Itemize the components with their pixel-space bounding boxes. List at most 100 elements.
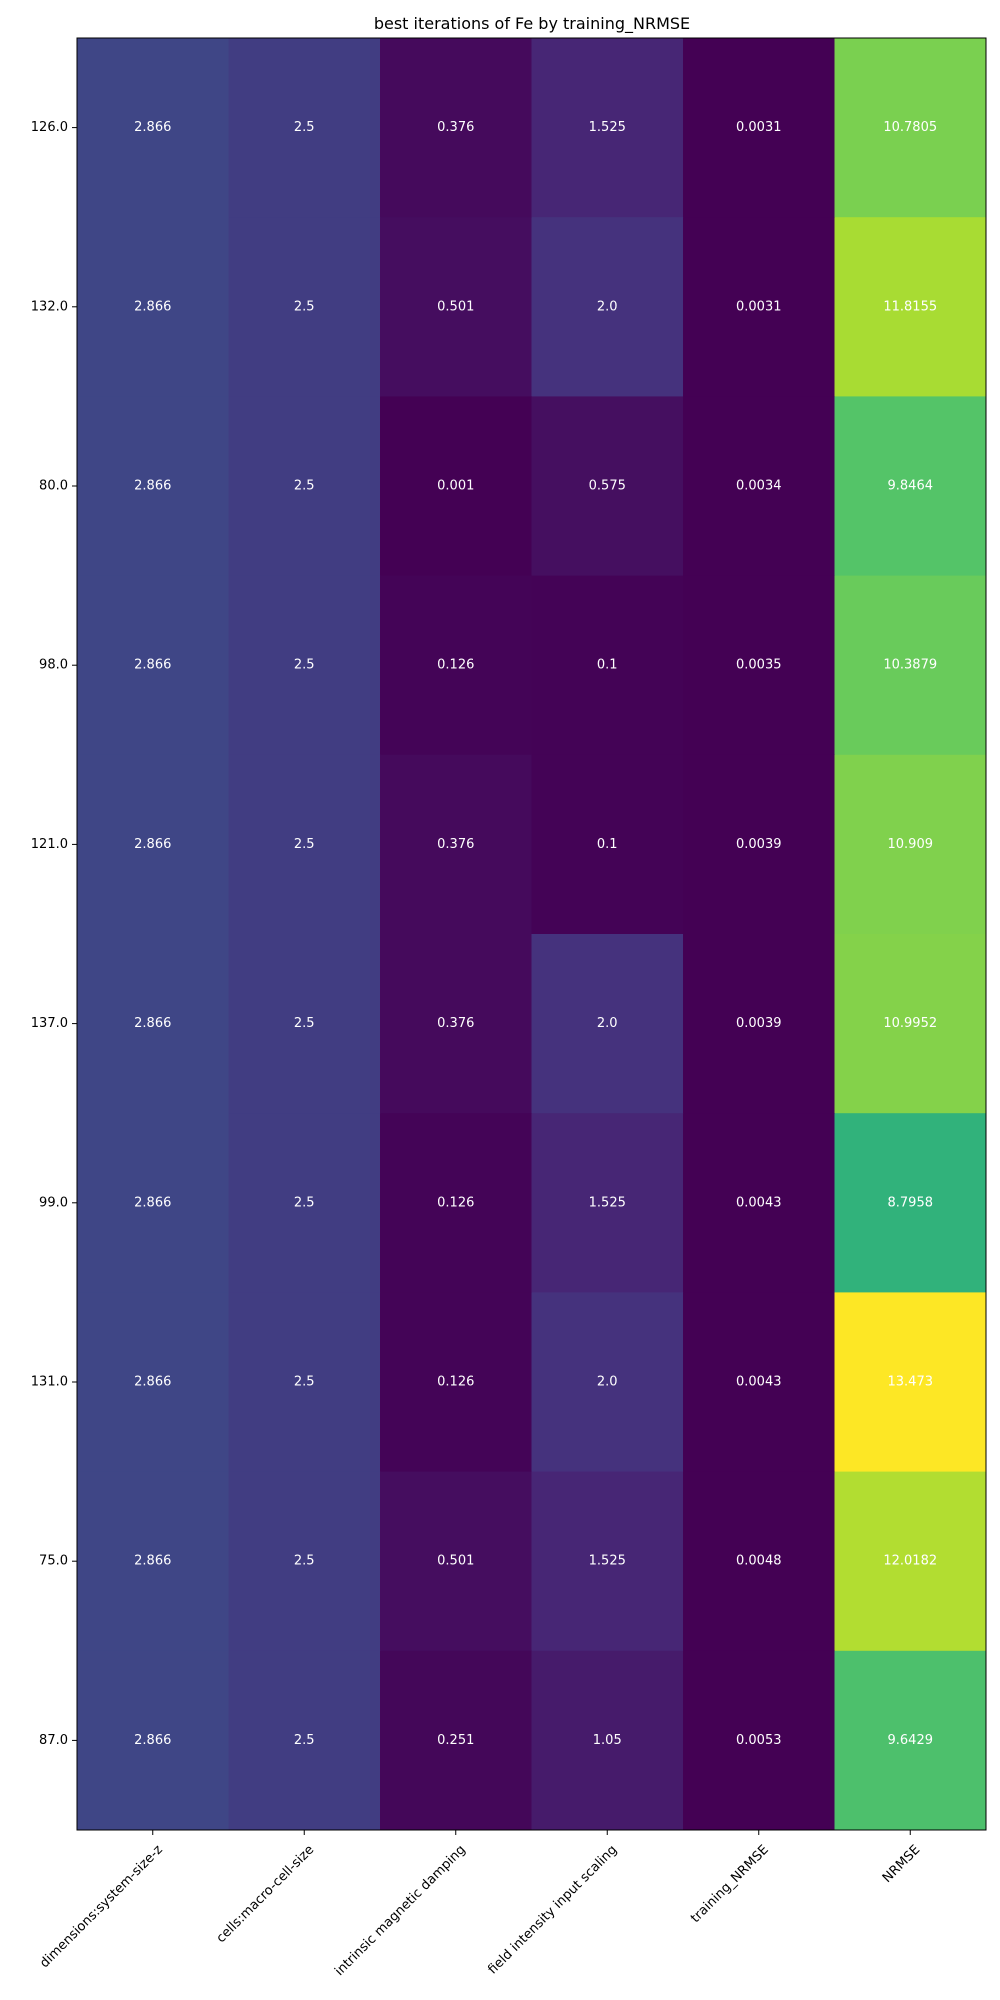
heatmap-cell <box>531 1113 684 1293</box>
y-tick-label: 75.0 <box>39 1554 68 1569</box>
cell-value-label: 0.126 <box>437 1375 474 1390</box>
cell-value-label: 11.8155 <box>883 299 937 314</box>
heatmap-cell <box>228 1650 381 1831</box>
cell-value-label: 0.376 <box>437 837 474 852</box>
cell-value-label: 2.5 <box>294 120 315 135</box>
heatmap-cell <box>834 217 987 397</box>
cell-value-label: 10.7805 <box>883 120 937 135</box>
heatmap-cell <box>683 1292 835 1473</box>
cell-value-label: 0.251 <box>437 1733 474 1748</box>
cell-value-label: 0.0031 <box>736 299 782 314</box>
cell-value-label: 9.8464 <box>888 479 934 494</box>
cell-value-label: 0.1 <box>597 658 618 673</box>
heatmap-cells <box>77 38 987 1831</box>
heatmap-cell <box>380 754 532 935</box>
heatmap-cell <box>228 1292 381 1473</box>
cell-value-label: 0.501 <box>437 1554 474 1569</box>
heatmap-cell-labels: 2.866 2.5 0.376 1.525 0.0031 10.7805 2.866 2.5 0… <box>134 120 937 1748</box>
heatmap-cell <box>380 575 532 756</box>
y-tick-label: 131.0 <box>31 1375 68 1390</box>
heatmap-cell <box>228 396 381 577</box>
heatmap-cell <box>683 1650 835 1831</box>
heatmap-cell <box>380 38 532 218</box>
heatmap-cell <box>834 38 987 218</box>
heatmap-cell <box>228 38 381 218</box>
heatmap-cell <box>834 754 987 935</box>
heatmap-cell <box>380 1650 532 1831</box>
heatmap-cell <box>834 1113 987 1293</box>
x-tick-label: training_NRMSE <box>688 1842 772 1926</box>
heatmap-cell <box>380 1471 532 1652</box>
cell-value-label: 0.0031 <box>736 120 782 135</box>
heatmap-cell <box>77 1292 229 1473</box>
cell-value-label: 2.5 <box>294 299 315 314</box>
cell-value-label: 2.5 <box>294 1375 315 1390</box>
heatmap-cell <box>380 217 532 397</box>
cell-value-label: 2.0 <box>597 299 618 314</box>
x-tick-label: intrinsic magnetic damping <box>332 1842 469 1979</box>
y-tick-label: 121.0 <box>31 837 68 852</box>
heatmap-cell <box>77 575 229 756</box>
cell-value-label: 1.525 <box>589 1554 626 1569</box>
x-axis: dimensions:system-size-z cells:macro-cell… <box>37 1830 923 1979</box>
cell-value-label: 0.0039 <box>736 837 782 852</box>
cell-value-label: 0.0035 <box>736 658 782 673</box>
heatmap-cell <box>77 1471 229 1652</box>
heatmap-cell <box>834 575 987 756</box>
cell-value-label: 0.001 <box>437 479 474 494</box>
y-tick-label: 132.0 <box>31 299 68 314</box>
heatmap-cell <box>683 38 835 218</box>
cell-value-label: 9.6429 <box>888 1733 934 1748</box>
heatmap-cell <box>683 217 835 397</box>
heatmap-cell <box>683 1471 835 1652</box>
heatmap-cell <box>531 396 684 577</box>
cell-value-label: 0.0043 <box>736 1195 782 1210</box>
cell-value-label: 2.866 <box>134 1733 171 1748</box>
heatmap-cell <box>834 934 987 1114</box>
cell-value-label: 10.9952 <box>883 1016 937 1031</box>
heatmap-cell <box>834 1292 987 1473</box>
cell-value-label: 2.866 <box>134 1016 171 1031</box>
heatmap-cell <box>77 1650 229 1831</box>
x-tick-label: dimensions:system-size-z <box>37 1842 166 1971</box>
cell-value-label: 2.866 <box>134 658 171 673</box>
heatmap-cell <box>531 217 684 397</box>
cell-value-label: 2.866 <box>134 1554 171 1569</box>
heatmap-cell <box>77 396 229 577</box>
y-tick-label: 137.0 <box>31 1016 68 1031</box>
cell-value-label: 2.0 <box>597 1016 618 1031</box>
cell-value-label: 0.0043 <box>736 1375 782 1390</box>
heatmap-cell <box>380 396 532 577</box>
cell-value-label: 2.0 <box>597 1375 618 1390</box>
heatmap-cell <box>77 217 229 397</box>
cell-value-label: 2.5 <box>294 1554 315 1569</box>
cell-value-label: 0.0048 <box>736 1554 782 1569</box>
cell-value-label: 10.909 <box>888 837 934 852</box>
plot-frame <box>76 37 987 1831</box>
x-tick-label: field intensity input scaling <box>485 1842 620 1977</box>
heatmap-cell <box>531 38 684 218</box>
heatmap-cell <box>228 575 381 756</box>
heatmap-cell <box>380 1113 532 1293</box>
heatmap-cell <box>531 1650 684 1831</box>
heatmap-cell <box>683 754 835 935</box>
heatmap-cell <box>683 1113 835 1293</box>
heatmap-cell <box>228 754 381 935</box>
x-tick-label: NRMSE <box>880 1842 923 1885</box>
heatmap-cell <box>531 754 684 935</box>
heatmap-cell <box>77 934 229 1114</box>
heatmap-cell <box>77 754 229 935</box>
cell-value-label: 0.126 <box>437 1195 474 1210</box>
cell-value-label: 0.376 <box>437 1016 474 1031</box>
y-tick-label: 98.0 <box>39 658 68 673</box>
heatmap-cell <box>228 217 381 397</box>
cell-value-label: 2.866 <box>134 479 171 494</box>
y-tick-label: 87.0 <box>39 1733 68 1748</box>
cell-value-label: 2.866 <box>134 299 171 314</box>
heatmap-cell <box>834 396 987 577</box>
heatmap-cell <box>531 1471 684 1652</box>
y-tick-label: 80.0 <box>39 479 68 494</box>
heatmap-cell <box>228 934 381 1114</box>
cell-value-label: 1.525 <box>589 120 626 135</box>
